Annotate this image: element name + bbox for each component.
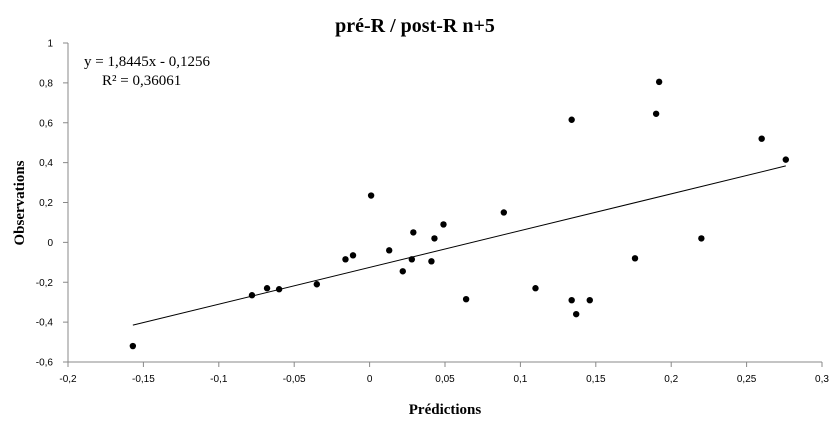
data-point [410,229,417,236]
data-point [568,116,575,123]
data-point [586,296,593,304]
data-point [500,209,508,216]
y-tick-label: 0,4 [39,158,53,169]
x-tick-label: 0,05 [435,374,455,385]
axis-ticks: -0,2 -0,15 -0,1 -0,05 0 0,05 0,1 0,15 0,2 0,25 0,3… [36,39,830,386]
data-point [758,135,765,142]
y-tick-label: -0,6 [36,358,54,369]
y-tick-label: -0,2 [36,278,54,289]
x-tick-label: 0,25 [737,374,757,385]
y-tick-label: 0,2 [39,198,53,209]
data-point [782,156,790,163]
data-point [399,268,406,275]
data-point [631,255,639,262]
data-point [568,296,575,304]
x-tick-label: -0,1 [210,374,228,385]
x-axis-title: Prédictions [409,402,482,418]
x-tick-label: 0,1 [513,374,527,385]
data-points [129,78,790,350]
data-point [698,235,705,242]
trendline-r2: R² = 0,36061 [102,73,181,89]
trendline [132,165,786,326]
data-point [431,235,438,242]
data-point [386,247,393,254]
y-tick-label: 1 [47,39,53,50]
x-tick-label: 0 [367,374,373,385]
data-point [440,221,447,228]
x-tick-label: 0,15 [586,374,606,385]
data-point [532,285,539,292]
y-tick-label: 0 [47,238,53,249]
data-point [248,292,256,299]
y-tick-label: 0,6 [39,118,53,129]
data-point [652,110,660,117]
data-point [408,256,416,263]
chart-title: pré-R / post-R n+5 [335,15,495,37]
data-point [572,310,580,318]
data-point [428,258,435,265]
data-point [129,342,137,350]
data-point [367,192,375,199]
data-point [313,281,321,288]
x-tick-label: 0,2 [664,374,678,385]
data-point [263,285,271,292]
trendline-equation: y = 1,8445x - 0,1256 [84,54,210,70]
x-tick-label: 0,3 [815,374,829,385]
data-point [655,78,663,86]
data-point [275,286,283,293]
y-tick-label: -0,4 [36,318,54,329]
x-tick-label: -0,15 [132,374,155,385]
x-tick-label: -0,2 [59,374,77,385]
data-point [462,295,470,303]
data-point [342,256,349,263]
data-point [349,252,357,259]
x-tick-label: -0,05 [283,374,306,385]
y-axis-title: Observations [12,160,28,245]
y-tick-label: 0,8 [39,78,53,89]
